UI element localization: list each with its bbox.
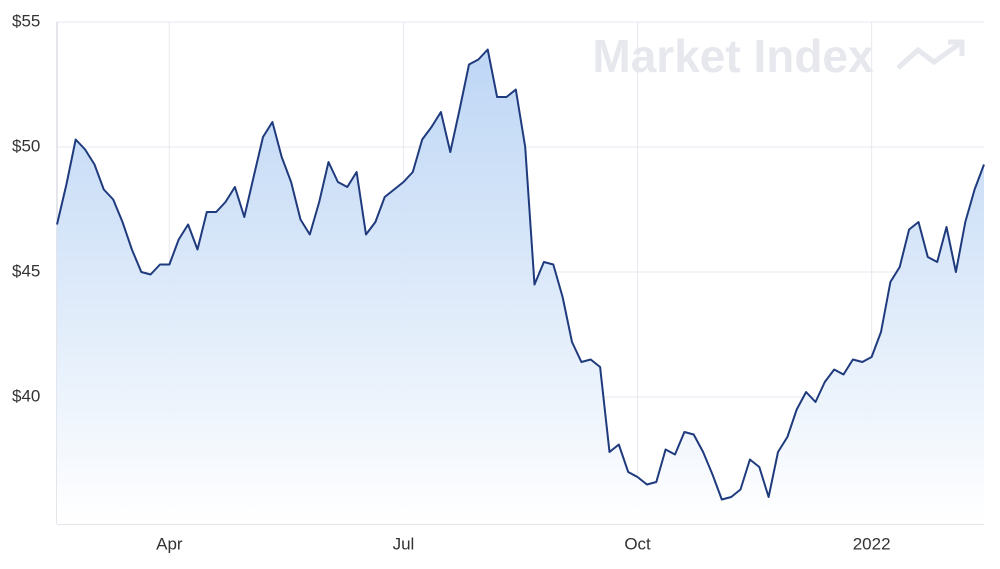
y-tick-label: $55 bbox=[12, 11, 40, 30]
watermark-icon bbox=[896, 39, 965, 70]
x-tick-label: Jul bbox=[393, 534, 415, 553]
x-tick-label: Oct bbox=[624, 534, 651, 553]
x-tick-label: 2022 bbox=[853, 534, 891, 553]
area bbox=[57, 49, 984, 524]
plot bbox=[56, 48, 985, 524]
y-tick-label: $40 bbox=[12, 386, 40, 405]
line bbox=[56, 48, 985, 501]
x-tick-label: Apr bbox=[156, 534, 183, 553]
watermark: Market Index bbox=[592, 30, 874, 82]
y-tick-label: $50 bbox=[12, 136, 40, 155]
y-tick-label: $45 bbox=[12, 261, 40, 280]
